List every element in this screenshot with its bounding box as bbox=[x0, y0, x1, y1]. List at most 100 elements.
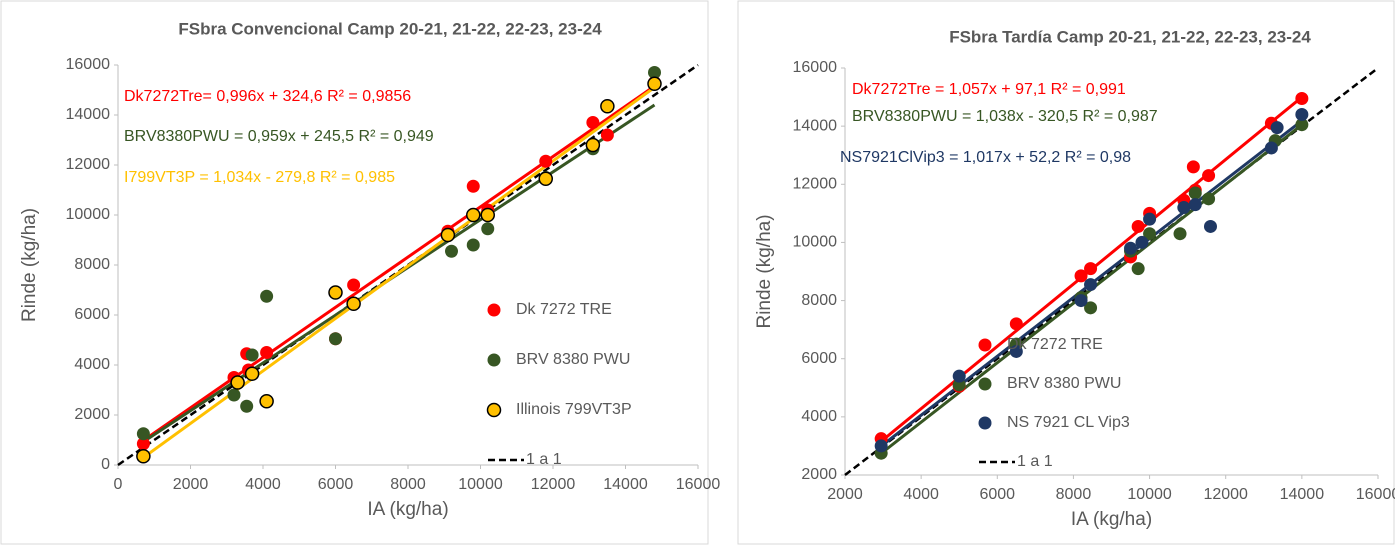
y-tick-label: 10000 bbox=[793, 234, 838, 251]
point bbox=[245, 348, 259, 362]
x-axis-title: IA (kg/ha) bbox=[367, 499, 448, 520]
point bbox=[481, 222, 495, 236]
point bbox=[1084, 301, 1098, 315]
x-tick-label: 12000 bbox=[531, 476, 576, 493]
legend-label: Illinois 799VT3P bbox=[516, 401, 632, 418]
y-tick-label: 2000 bbox=[801, 466, 837, 483]
point bbox=[1131, 262, 1145, 276]
x-tick-label: 16000 bbox=[1356, 486, 1395, 503]
point bbox=[136, 449, 151, 464]
legend-marker bbox=[978, 377, 992, 391]
point bbox=[952, 369, 966, 383]
x-tick-label: 0 bbox=[114, 476, 123, 493]
point bbox=[586, 116, 600, 129]
y-tick-label: 6000 bbox=[801, 350, 837, 367]
point bbox=[648, 66, 661, 79]
point bbox=[1202, 192, 1216, 206]
y-axis-title: Rinde (kg/ha) bbox=[19, 208, 40, 322]
legend-label: 1 a 1 bbox=[526, 451, 562, 468]
point bbox=[874, 439, 888, 453]
point bbox=[230, 375, 245, 390]
legend-marker bbox=[978, 416, 992, 430]
chart-title: FSbra Convencional Camp 20-21, 21-22, 22… bbox=[178, 19, 602, 38]
x-tick-label: 16000 bbox=[676, 476, 721, 493]
y-tick-label: 12000 bbox=[793, 176, 838, 193]
x-tick-label: 8000 bbox=[390, 476, 426, 493]
point bbox=[600, 99, 615, 114]
y-tick-label: 0 bbox=[101, 456, 110, 473]
y-tick-label: 14000 bbox=[66, 106, 111, 123]
x-tick-label: 8000 bbox=[1056, 486, 1092, 503]
annotation: BRV8380PWU = 1,038x - 320,5 R² = 0,987 bbox=[852, 108, 1158, 125]
x-tick-label: 2000 bbox=[173, 476, 209, 493]
point bbox=[538, 171, 553, 186]
y-tick-label: 6000 bbox=[74, 306, 110, 323]
y-tick-label: 8000 bbox=[801, 292, 837, 309]
point bbox=[466, 238, 480, 252]
point bbox=[1143, 212, 1157, 226]
y-tick-label: 4000 bbox=[801, 408, 837, 425]
point bbox=[244, 366, 260, 381]
point bbox=[240, 399, 254, 413]
point bbox=[260, 346, 274, 359]
point bbox=[1188, 186, 1202, 200]
point bbox=[1074, 269, 1088, 283]
y-tick-label: 12000 bbox=[66, 156, 111, 173]
point bbox=[136, 427, 150, 441]
point bbox=[1295, 108, 1309, 122]
point bbox=[647, 76, 662, 91]
legend-label: Dk 7272 TRE bbox=[1007, 336, 1103, 353]
x-tick-label: 4000 bbox=[245, 476, 281, 493]
annotation: BRV8380PWU = 0,959x + 245,5 R² = 0,949 bbox=[124, 128, 434, 145]
point bbox=[1177, 201, 1191, 215]
x-tick-label: 2000 bbox=[827, 486, 863, 503]
y-tick-label: 14000 bbox=[793, 117, 838, 134]
panel-border bbox=[737, 0, 1395, 545]
y-tick-label: 16000 bbox=[66, 56, 111, 73]
annotation: I799VT3P = 1,034x - 279,8 R² = 0,985 bbox=[124, 169, 395, 186]
point bbox=[260, 289, 274, 303]
legend-label: BRV 8380 PWU bbox=[516, 351, 630, 368]
point bbox=[346, 296, 361, 311]
annotation: NS7921ClVip3 = 1,017x + 52,2 R² = 0,98 bbox=[840, 149, 1131, 166]
point bbox=[1270, 121, 1284, 135]
point bbox=[440, 227, 456, 243]
legend-marker bbox=[487, 353, 501, 367]
legend-label: NS 7921 CL Vip3 bbox=[1007, 414, 1130, 431]
point bbox=[1009, 317, 1023, 331]
point bbox=[600, 128, 614, 142]
point bbox=[466, 207, 481, 223]
annotation: Dk7272Tre = 1,057x + 97,1 R² = 0,991 bbox=[852, 81, 1126, 98]
y-tick-label: 16000 bbox=[793, 59, 838, 76]
x-tick-label: 6000 bbox=[318, 476, 354, 493]
x-tick-label: 14000 bbox=[1280, 486, 1325, 503]
point bbox=[136, 437, 150, 451]
chart-title: FSbra Tardía Camp 20-21, 21-22, 22-23, 2… bbox=[949, 27, 1311, 46]
x-tick-label: 10000 bbox=[458, 476, 503, 493]
point bbox=[329, 332, 342, 346]
point bbox=[227, 388, 241, 402]
point bbox=[1124, 241, 1138, 255]
y-tick-label: 8000 bbox=[74, 256, 110, 273]
point bbox=[1135, 235, 1149, 249]
legend-marker bbox=[487, 303, 501, 317]
y-tick-label: 2000 bbox=[74, 406, 110, 423]
point bbox=[1295, 118, 1309, 132]
point bbox=[1186, 160, 1200, 174]
point bbox=[1202, 169, 1216, 183]
x-tick-label: 12000 bbox=[1203, 486, 1248, 503]
point bbox=[1203, 219, 1217, 233]
legend-label: 1 a 1 bbox=[1017, 453, 1053, 470]
x-tick-label: 10000 bbox=[1127, 486, 1172, 503]
point bbox=[1295, 92, 1309, 106]
point bbox=[1188, 198, 1202, 212]
point bbox=[445, 244, 458, 258]
legend-marker bbox=[486, 402, 502, 418]
point bbox=[1131, 219, 1145, 233]
point bbox=[466, 179, 480, 193]
x-tick-label: 6000 bbox=[979, 486, 1015, 503]
point bbox=[347, 278, 361, 292]
point bbox=[1084, 262, 1098, 276]
point bbox=[585, 137, 601, 153]
